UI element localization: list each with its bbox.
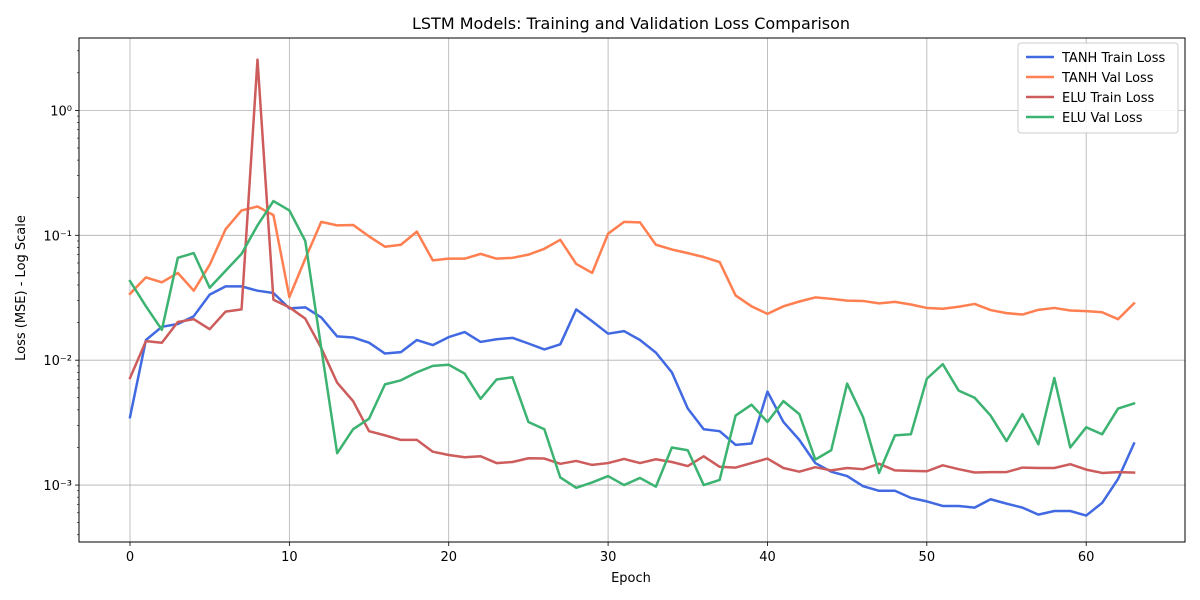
series-lines <box>128 58 1136 517</box>
y-tick-label: 10⁻² <box>43 354 72 369</box>
y-tick-label: 10⁻³ <box>43 479 72 494</box>
x-tick-label: 10 <box>281 550 298 565</box>
legend: TANH Train Loss TANH Val Loss ELU Train Lo… <box>1017 42 1179 134</box>
y-tick-label: 10⁻¹ <box>43 229 72 244</box>
y-tick-label: 10⁰ <box>50 104 72 119</box>
legend-entry: TANH Val Loss <box>1061 71 1154 86</box>
series-line-elu-train-loss <box>128 58 1136 475</box>
legend-box <box>1017 42 1179 134</box>
x-tick-label: 40 <box>759 550 776 565</box>
legend-entry: TANH Train Loss <box>1061 51 1166 66</box>
series-line-elu-val-loss <box>128 199 1136 490</box>
series-line-tanh-train-loss <box>128 285 1136 517</box>
x-tick-label: 50 <box>919 550 936 565</box>
grid <box>79 38 1185 542</box>
legend-entry: ELU Val Loss <box>1062 111 1143 126</box>
x-tick-label: 20 <box>440 550 457 565</box>
x-tick-label: 30 <box>600 550 617 565</box>
y-axis-label: Loss (MSE) - Log Scale <box>14 215 29 361</box>
axis-ticks: 0 10 20 30 40 50 60 10⁻³ 10⁻² 10⁻¹ 10⁰ <box>43 50 1095 565</box>
x-tick-label: 0 <box>126 550 134 565</box>
x-axis-label: Epoch <box>611 571 651 586</box>
plot-frame <box>78 37 1186 543</box>
legend-entry: ELU Train Loss <box>1062 91 1155 106</box>
chart-title: LSTM Models: Training and Validation Los… <box>412 14 850 33</box>
x-tick-label: 60 <box>1078 550 1095 565</box>
series-line-tanh-val-loss <box>128 205 1136 321</box>
